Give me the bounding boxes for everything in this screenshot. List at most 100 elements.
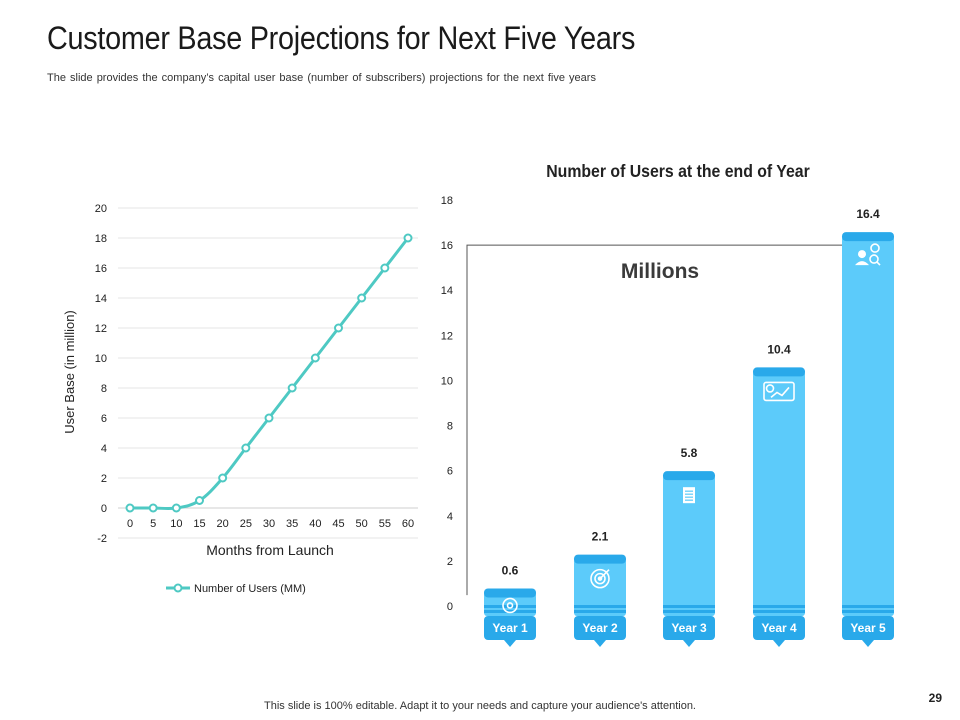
bar-cap (663, 471, 715, 481)
bar-value-label: 2.1 (592, 530, 609, 544)
bar-cap (842, 232, 894, 242)
page-subtitle: The slide provides the company’s capital… (47, 72, 596, 84)
bar-stripe (484, 610, 536, 613)
bar-cap (574, 554, 626, 564)
line-y-tick-label: 14 (95, 293, 107, 305)
search-handle (876, 261, 881, 266)
gear-hub (506, 602, 514, 609)
target-icon (590, 568, 610, 589)
bar-value-label: 16.4 (856, 207, 880, 221)
gear-ring (502, 597, 518, 614)
legend-marker (173, 583, 183, 593)
bar-y-tick-label: 12 (441, 330, 453, 342)
line-chart: -2 0 2 4 6 8 10 12 14 16 18 20 0 5 10 15 20 25 30 35 40 45 50 5… (62, 203, 418, 595)
line-x-tick-label: 10 (170, 518, 182, 530)
line-x-tick-label: 55 (379, 518, 391, 530)
category-pill-pointer (683, 640, 695, 647)
target-ring (590, 568, 610, 589)
bar-y-tick-label: 10 (441, 375, 453, 387)
bar-value-label: 10.4 (767, 342, 791, 356)
search-lens (869, 254, 879, 264)
bar (663, 475, 715, 616)
line-data-point (218, 473, 228, 483)
bar-group: Year 2 2.1 (574, 530, 626, 647)
bar-stripe (484, 605, 536, 608)
legend-label: Number of Users (MM) (194, 583, 306, 595)
category-pill (663, 616, 715, 640)
bar-y-tick-label: 18 (441, 195, 453, 207)
bar-y-tick-label: 8 (447, 421, 453, 433)
line-x-tick-label: 50 (356, 518, 368, 530)
bar-category-label: Year 4 (761, 621, 797, 635)
bar-y-tick-label: 14 (441, 285, 453, 297)
bar-annotation-millions: Millions (621, 260, 699, 283)
gear-icon (502, 597, 518, 614)
line-x-tick-label: 40 (309, 518, 321, 530)
line-x-tick-label: 5 (150, 518, 156, 530)
line-y-tick-label: 2 (101, 473, 107, 485)
document-icon (683, 487, 695, 504)
team-head (858, 250, 866, 259)
line-data-point (171, 503, 181, 513)
target-arrow (599, 569, 610, 580)
category-pill-pointer (773, 640, 785, 647)
category-pill-pointer (594, 640, 606, 647)
page-number: 29 (928, 691, 942, 705)
analytics-person (765, 384, 775, 393)
line-y-tick-label: 10 (95, 353, 107, 365)
bar-y-tick-label: 2 (447, 556, 453, 568)
category-pill-pointer (504, 640, 516, 647)
bar-chart: Number of Users at the end of Year 0 2 4 6 8 1… (441, 161, 894, 647)
bar-category-label: Year 5 (850, 621, 886, 635)
line-y-tick-label: 4 (101, 443, 107, 455)
bar-value-label: 5.8 (681, 446, 698, 460)
bar-cap (753, 367, 805, 377)
category-pill-pointer (862, 640, 874, 647)
line-y-tick-label: 18 (95, 233, 107, 245)
line-y-tick-label: -2 (97, 533, 107, 545)
bar-y-tick-label: 0 (447, 601, 453, 613)
line-y-axis-title: User Base (in million) (62, 310, 77, 434)
bar-y-tick-label: 16 (441, 240, 453, 252)
bar-stripe (574, 605, 626, 608)
bar-stripe (574, 610, 626, 613)
bar-group: Year 1 0.6 (484, 563, 536, 647)
bar-stripe (753, 610, 805, 613)
bar-group: Year 4 10.4 (753, 342, 805, 647)
bar-y-tick-label: 6 (447, 466, 453, 478)
document-sheet (683, 487, 695, 504)
bar (842, 236, 894, 617)
line-data-point (310, 353, 320, 363)
line-x-tick-label: 30 (263, 518, 275, 530)
line-data-point (195, 496, 204, 505)
line-y-tick-label: 12 (95, 323, 107, 335)
line-data-point (334, 323, 343, 333)
analytics-board (763, 381, 795, 402)
line-y-tick-label: 20 (95, 203, 107, 215)
line-y-tick-label: 6 (101, 413, 107, 425)
bar-group: Year 5 16.4 (842, 207, 894, 647)
bar-value-label: 0.6 (502, 563, 519, 577)
line-x-tick-label: 25 (240, 518, 252, 530)
line-y-tick-label: 0 (101, 503, 107, 515)
line-data-point (357, 293, 367, 303)
bar-category-label: Year 3 (671, 621, 707, 635)
bar-group: Year 3 5.8 (663, 446, 715, 647)
line-x-axis-title: Months from Launch (206, 542, 334, 558)
bar-y-tick-label: 4 (447, 511, 453, 523)
line-data-point (148, 503, 158, 513)
line-series-path (130, 237, 410, 511)
category-pill (842, 616, 894, 640)
page-title: Customer Base Projections for Next Five … (47, 20, 636, 56)
line-data-point (287, 383, 297, 393)
line-data-point (264, 413, 274, 423)
category-pill (574, 616, 626, 640)
line-y-tick-label: 8 (101, 383, 107, 395)
line-x-tick-label: 0 (127, 518, 133, 530)
bar-stripe (842, 605, 894, 608)
bar-reference-line (466, 244, 850, 596)
bar-category-label: Year 2 (582, 621, 618, 635)
line-y-tick-label: 16 (95, 263, 107, 275)
line-data-point (241, 443, 251, 453)
